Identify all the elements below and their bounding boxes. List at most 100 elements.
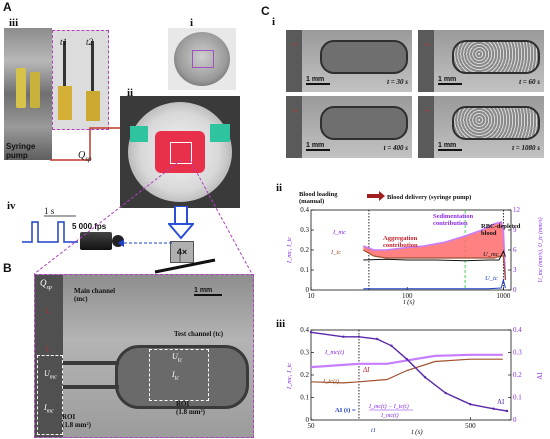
time-label: t = 400 s xyxy=(383,144,408,152)
test-channel-label: Test channel (tc) xyxy=(174,330,224,338)
time-label: t = 60 s xyxy=(519,78,540,86)
mirror xyxy=(154,254,216,274)
ai-point xyxy=(444,391,447,395)
x-tick-label: 1000 xyxy=(496,292,511,300)
y-tick-right-label: 12 xyxy=(513,206,521,214)
label-i-tc: I_tc xyxy=(330,249,341,256)
rbc-depleted-label: RBC-depleted xyxy=(481,223,521,230)
camera xyxy=(80,232,112,250)
delivery-arrow-icon xyxy=(367,191,385,201)
x-tick-label: 10 xyxy=(308,292,316,300)
y-tick-left-label: 0.2 xyxy=(300,371,309,379)
tubing-line xyxy=(50,127,125,161)
ai-point xyxy=(423,376,427,379)
y-axis-right-label: AI xyxy=(536,372,544,380)
scale-bar: 1 mm xyxy=(438,142,462,151)
sedimentation-label: contribution xyxy=(433,220,468,227)
channel-micrograph: ↓ ↓ xyxy=(34,274,254,438)
scale-bar: 1 mm xyxy=(438,76,462,85)
aggregation-label: Aggregation xyxy=(383,235,418,242)
y-tick-left-label: 0.1 xyxy=(300,394,309,402)
series-i-mc xyxy=(310,353,503,369)
chart-ciii: 50 500 0 0.1 0.2 0.3 0.4 0 0.1 0.2 0.3 0.4 I_mc(t) I_… xyxy=(286,326,544,436)
roi-mc-label: ROI (1.8 mm²) xyxy=(62,413,91,429)
blood-delivery-label: Blood delivery (syringe pump) xyxy=(387,194,471,201)
t2-label: t2 xyxy=(86,37,94,47)
micrograph-tile: → 1 mm t = 60 s xyxy=(418,30,544,92)
ai-point xyxy=(390,344,393,347)
y-axis-left-label: I_mc, I_tc xyxy=(286,237,293,264)
objective-box: 4× xyxy=(170,241,194,263)
ai-point xyxy=(375,337,379,341)
x-tick-label: 500 xyxy=(465,422,476,430)
y-tick-right-label: 0 xyxy=(513,416,517,424)
y-tick-right-label: 0.4 xyxy=(513,326,522,334)
label-i-tc: I_tc(t) xyxy=(322,378,339,385)
panel-label-a: A xyxy=(3,0,12,14)
micrograph-tile: → 1 mm t = 1080 s xyxy=(418,96,544,158)
scale-bar: 1 mm xyxy=(306,76,330,85)
ai-point xyxy=(469,403,472,406)
y-tick-left-label: 0.3 xyxy=(300,226,309,234)
label-t1: t1 xyxy=(371,427,376,434)
y-tick-right-label: 6 xyxy=(513,246,517,254)
ai-point xyxy=(357,335,361,338)
camera-link xyxy=(118,239,172,247)
label-ai: AI xyxy=(497,398,505,406)
sub-label-a-ii: ii xyxy=(127,87,134,99)
panel-label-c: C xyxy=(261,4,270,18)
time-label: t = 1080 s xyxy=(512,144,540,152)
syringe-zoom-photo xyxy=(52,30,109,130)
fps-label: 5 000 fps xyxy=(72,222,107,231)
syringe-pump-label: Syringe pump xyxy=(6,142,36,160)
ai-point xyxy=(405,358,409,361)
y-tick-right-label: 0.1 xyxy=(513,394,522,402)
label-i-mc: I_mc(t) xyxy=(324,349,344,356)
label-u-mc: U_mc xyxy=(483,251,499,258)
aggregation-label: contribution xyxy=(383,242,418,249)
y-tick-right-label: 0.3 xyxy=(513,349,522,357)
ai-point xyxy=(492,407,495,410)
formula-numerator: I_mc(t) − I_tc(t) xyxy=(368,403,409,410)
y-tick-right-label: 0 xyxy=(513,286,517,294)
y-axis-left-label: I_mc, I_tc xyxy=(286,363,293,390)
series-i-tc xyxy=(310,358,503,384)
rbc-depleted-label: blood xyxy=(481,230,497,237)
ai-point xyxy=(309,331,313,334)
panel-label-b: B xyxy=(3,261,12,275)
sub-label-a-i: i xyxy=(190,17,194,29)
y-tick-left-label: 0.4 xyxy=(300,206,309,214)
scale-bar-b: 1 mm xyxy=(194,287,224,296)
micrograph-tile: → 1 mm t = 30 s xyxy=(286,30,412,92)
u-mc-label: Umc xyxy=(44,369,57,381)
flow-arrow-down-icon: ↓ xyxy=(45,305,50,316)
sub-label-c-ii: ii xyxy=(276,182,283,194)
series-ai xyxy=(310,331,508,412)
y-tick-right-label: 0.2 xyxy=(513,371,522,379)
y-tick-left-label: 0 xyxy=(306,286,310,294)
one-second-label: 1 s xyxy=(44,206,55,216)
y-tick-left-label: 0.3 xyxy=(300,349,309,357)
pulse-train xyxy=(22,215,78,243)
time-label: t = 30 s xyxy=(387,78,408,86)
formula-denominator: I_mc(t) xyxy=(380,412,399,419)
i-tc-label: Itc xyxy=(172,370,180,382)
aggregation-area xyxy=(363,222,506,280)
label-delta-i: ΔI xyxy=(362,366,370,374)
roi-tc-label: ROI (1.8 mm²) xyxy=(176,400,205,416)
y-tick-right-label: 9 xyxy=(513,226,517,234)
zoom-connector xyxy=(33,159,253,275)
x-axis-label: t (s) xyxy=(411,428,423,436)
q-sp-label-b: Qsp xyxy=(40,278,52,291)
y-tick-left-label: 0.1 xyxy=(300,266,309,274)
microscope-stage-photo xyxy=(120,96,240,208)
sub-label-a-iv: iv xyxy=(7,200,16,212)
formula-left: AI (t) = xyxy=(335,407,356,414)
petri-dish-photo xyxy=(168,28,236,90)
y-tick-left-label: 0.4 xyxy=(300,326,309,334)
flow-arrow-icon: → xyxy=(290,104,299,114)
sub-label-c-iii: iii xyxy=(276,318,286,330)
y-tick-left-label: 0 xyxy=(306,416,310,424)
y-axis-right-label: U_mc (mm/s), U_tc (mm/s) xyxy=(537,217,544,282)
